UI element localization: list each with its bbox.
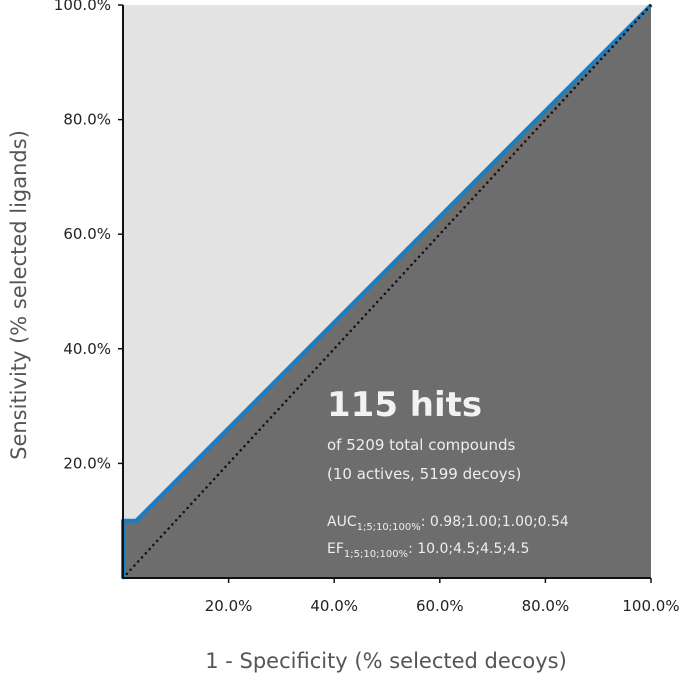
y-tick-label: 20.0%	[63, 454, 111, 472]
y-axis-label: Sensitivity (% selected ligands)	[7, 130, 31, 460]
y-tick-label: 100.0%	[54, 0, 111, 14]
ef-label: EF	[327, 541, 344, 557]
actives-decoys-note: (10 actives, 5199 decoys)	[327, 465, 521, 483]
x-tick-label: 60.0%	[416, 597, 464, 615]
ef-subscript: 1;5;10;100%	[344, 549, 408, 560]
ef-metric: EF1;5;10;100%: 10.0;4.5;4.5;4.5	[327, 541, 529, 560]
random-baseline-line	[121, 3, 653, 580]
total-compounds-note: of 5209 total compounds	[327, 436, 516, 454]
ef-values: : 10.0;4.5;4.5;4.5	[408, 541, 529, 557]
axes	[122, 5, 651, 579]
y-tick-label: 40.0%	[63, 340, 111, 358]
y-tick-label: 80.0%	[63, 111, 111, 129]
auc-metric: AUC1;5;10;100%: 0.98;1.00;1.00;0.54	[327, 514, 569, 533]
tick-layer: 20.0% 40.0% 60.0% 80.0% 100.0% 20.0% 40.0% 60.0…	[54, 0, 680, 615]
annotation-block: 115 hits of 5209 total compounds (10 act…	[327, 385, 569, 560]
auc-values: : 0.98;1.00;1.00;0.54	[421, 514, 569, 530]
y-tick-label: 60.0%	[63, 225, 111, 243]
auc-label: AUC	[327, 514, 357, 530]
x-axis-label: 1 - Specificity (% selected decoys)	[205, 649, 567, 673]
x-tick-label: 100.0%	[622, 597, 679, 615]
x-tick-label: 40.0%	[310, 597, 358, 615]
x-tick-label: 80.0%	[522, 597, 570, 615]
hits-headline: 115 hits	[327, 385, 482, 425]
auc-subscript: 1;5;10;100%	[357, 522, 421, 533]
x-tick-label: 20.0%	[205, 597, 253, 615]
